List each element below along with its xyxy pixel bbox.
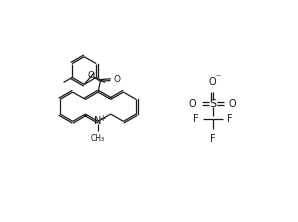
Text: O: O <box>88 71 95 80</box>
Text: O: O <box>189 99 197 109</box>
Text: F: F <box>210 134 215 144</box>
Text: F: F <box>227 114 233 124</box>
Text: ⁻: ⁻ <box>216 74 221 84</box>
Text: +: + <box>99 114 105 123</box>
Text: O: O <box>229 99 237 109</box>
Text: N: N <box>94 116 101 126</box>
Text: S: S <box>209 99 216 109</box>
Text: O: O <box>209 77 217 87</box>
Text: CH₃: CH₃ <box>91 134 105 143</box>
Text: O: O <box>114 75 120 84</box>
Text: F: F <box>193 114 198 124</box>
